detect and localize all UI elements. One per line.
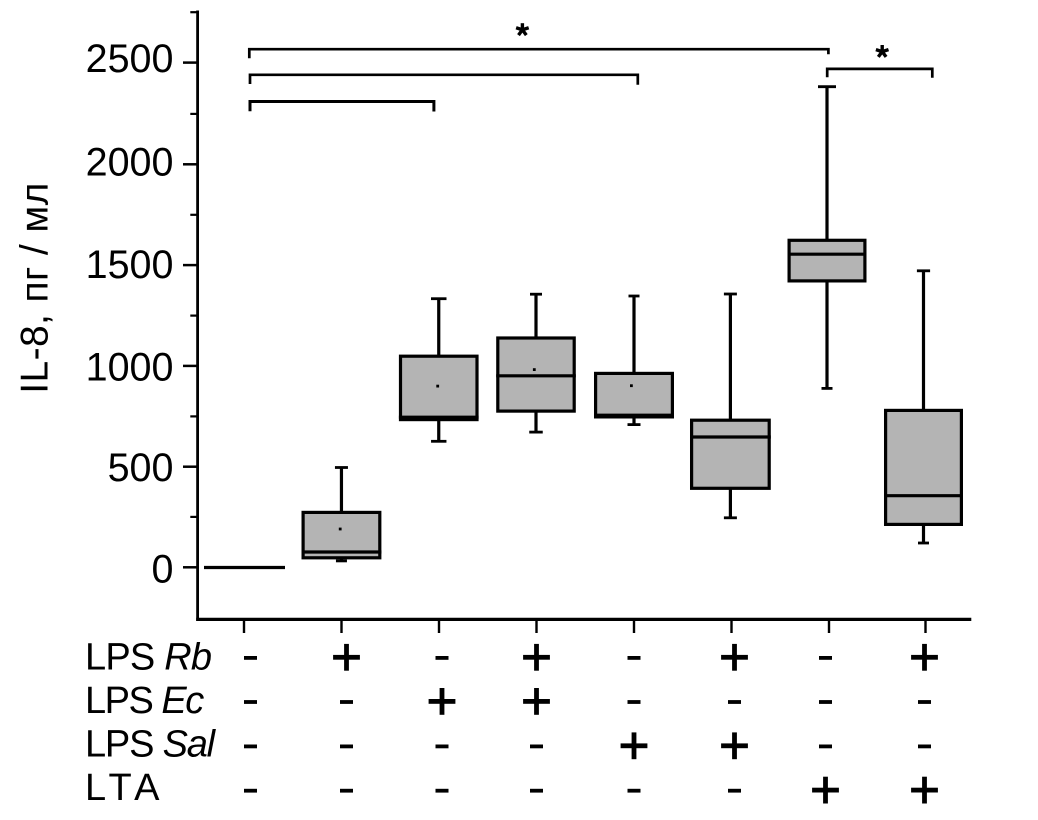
- svg-text:1500: 1500: [86, 243, 174, 287]
- svg-text:500: 500: [108, 446, 174, 490]
- svg-text:LPS Ec: LPS Ec: [85, 680, 204, 722]
- svg-text:LPS Sal: LPS Sal: [85, 724, 217, 766]
- svg-text:0: 0: [152, 547, 174, 591]
- svg-text:IL-8, пг / мл: IL-8, пг / мл: [13, 182, 56, 394]
- svg-text:2000: 2000: [86, 141, 174, 185]
- svg-text:LTA: LTA: [85, 767, 165, 809]
- svg-text:2500: 2500: [86, 37, 174, 81]
- svg-text:1000: 1000: [86, 345, 174, 389]
- svg-text:LPS Rb: LPS Rb: [85, 637, 211, 679]
